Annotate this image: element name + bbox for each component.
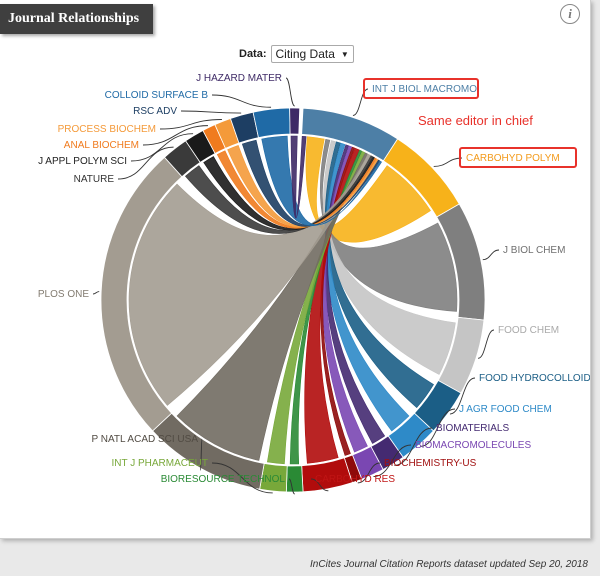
arc-j-hazard-mater[interactable]	[289, 107, 301, 135]
label-rsc-adv[interactable]: RSC ADV	[133, 106, 177, 117]
label-biomaterials[interactable]: BIOMATERIALS	[436, 423, 509, 434]
leader-biochemistry-us	[357, 462, 381, 484]
annotation-callouts	[363, 78, 577, 168]
leader-anal-biochem	[142, 125, 208, 146]
label-p-natl-acad-sci-usa[interactable]: P NATL ACAD SCI USA	[91, 434, 198, 445]
chord-labels: INT J BIOL MACROMOI CARBOHYD POLYM J BIOL …	[38, 73, 590, 485]
leader-j-hazard-mater	[285, 77, 296, 107]
leader-nature	[117, 146, 174, 180]
data-selector: Data: Citing Data ▼	[239, 45, 354, 63]
label-carbohyd-polym[interactable]: CARBOHYD POLYM	[466, 153, 560, 164]
label-int-j-biol-macromoi[interactable]: INT J BIOL MACROMOI	[372, 84, 480, 95]
leader-carbohyd-polym	[433, 157, 463, 167]
label-biomacromolecules[interactable]: BIOMACROMOLECULES	[415, 440, 531, 451]
leader-food-hydrocolloid	[449, 377, 476, 415]
label-plos-one[interactable]: PLOS ONE	[38, 289, 89, 300]
arc-bioresource-technol[interactable]	[285, 465, 304, 493]
journal-relationships-panel: Journal Relationships i Data: Citing Dat…	[0, 0, 591, 539]
label-int-j-pharmaceut[interactable]: INT J PHARMACEUT	[112, 458, 209, 469]
label-carbohyd-res[interactable]: CARBOHYD RES	[315, 474, 395, 485]
leader-int-j-pharmaceut	[211, 462, 273, 494]
chord-diagram: INT J BIOL MACROMOI CARBOHYD POLYM J BIOL …	[38, 73, 590, 495]
label-anal-biochem[interactable]: ANAL BIOCHEM	[64, 140, 139, 151]
dataset-footnote: InCites Journal Citation Reports dataset…	[310, 559, 588, 570]
label-j-agr-food-chem[interactable]: J AGR FOOD CHEM	[459, 404, 552, 415]
label-food-chem[interactable]: FOOD CHEM	[498, 325, 559, 336]
leader-process-biochem	[159, 119, 222, 130]
label-food-hydrocolloid[interactable]: FOOD HYDROCOLLOID	[479, 373, 590, 384]
label-j-biol-chem[interactable]: J BIOL CHEM	[503, 245, 565, 256]
callout-box-carbohyd-polym	[459, 147, 577, 168]
data-select-dropdown[interactable]: Citing Data ▼	[270, 45, 354, 63]
leader-j-biol-chem	[482, 249, 500, 261]
leader-j-appl-polym-sci	[130, 133, 194, 162]
label-bioresource-technol[interactable]: BIORESOURCE TECHNOL	[161, 474, 286, 485]
leader-rsc-adv	[180, 110, 242, 114]
panel-title: Journal Relationships	[0, 4, 154, 34]
label-j-appl-polym-sci[interactable]: J APPL POLYM SCI	[38, 156, 127, 167]
chord-flows	[128, 135, 458, 465]
data-select-value: Citing Data	[275, 47, 335, 61]
label-biochemistry-us[interactable]: BIOCHEMISTRY-US	[384, 458, 477, 469]
info-icon[interactable]: i	[560, 4, 580, 24]
label-leaders	[92, 77, 500, 495]
label-process-biochem[interactable]: PROCESS BIOCHEM	[58, 124, 156, 135]
flow-to-plos-one[interactable]	[128, 153, 371, 406]
flow-to-j-hazard-mater[interactable]	[290, 135, 307, 219]
leader-carbohyd-res	[310, 478, 329, 492]
leader-colloid-surface-b	[211, 94, 272, 108]
leader-p-natl-acad-sci-usa	[199, 438, 203, 471]
label-colloid-surface-b[interactable]: COLLOID SURFACE B	[105, 90, 209, 101]
leader-biomacromolecules	[373, 444, 412, 477]
leader-food-chem	[477, 329, 495, 359]
label-nature[interactable]: NATURE	[74, 174, 115, 185]
leader-plos-one	[92, 291, 100, 295]
label-j-hazard-mater[interactable]: J HAZARD MATER	[196, 73, 282, 84]
leader-biomaterials	[394, 427, 433, 466]
leader-int-j-biol-macromoi	[352, 88, 369, 116]
annotation-text: Same editor in chief	[418, 113, 533, 128]
data-selector-label: Data:	[239, 48, 267, 60]
chord-arcs	[100, 107, 486, 493]
chevron-down-icon: ▼	[340, 49, 349, 59]
leader-j-agr-food-chem	[420, 408, 456, 447]
flow-to-colloid-surface-b[interactable]	[261, 135, 383, 226]
leader-bioresource-technol	[288, 478, 295, 495]
arc-colloid-surface-b[interactable]	[252, 107, 291, 139]
callout-box-int-j-biol-macromoi	[363, 78, 479, 99]
